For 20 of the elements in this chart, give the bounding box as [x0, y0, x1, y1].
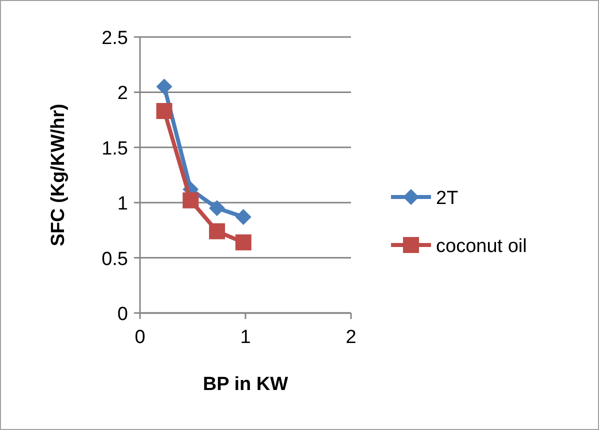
y-tick-label: 2 [117, 83, 128, 104]
y-tick-label: 1 [117, 194, 128, 215]
point [235, 208, 252, 225]
x-tick-label: 2 [346, 327, 356, 348]
point [235, 234, 252, 250]
legend-label: coconut oil [436, 236, 527, 257]
y-axis-title: SFC (Kg/KW/hr) [48, 104, 69, 246]
x-tick-label: 0 [134, 327, 146, 348]
y-tick-label: 0.5 [102, 248, 128, 270]
x-axis-title: BP in KW [202, 374, 288, 395]
point [182, 192, 199, 208]
point [156, 102, 172, 119]
y-tick-label: 1.5 [102, 138, 128, 160]
y-tick-label: 2.5 [102, 28, 128, 49]
legend-label: 2T [436, 188, 459, 209]
y-tick-label: 0 [117, 304, 128, 325]
point [209, 223, 226, 240]
x-tick-label: 1 [240, 327, 251, 348]
point [156, 78, 172, 95]
point [209, 200, 226, 216]
